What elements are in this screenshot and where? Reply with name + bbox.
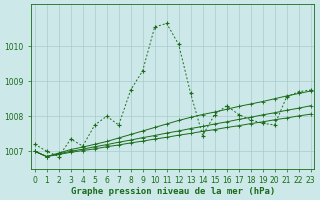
X-axis label: Graphe pression niveau de la mer (hPa): Graphe pression niveau de la mer (hPa) bbox=[70, 187, 275, 196]
